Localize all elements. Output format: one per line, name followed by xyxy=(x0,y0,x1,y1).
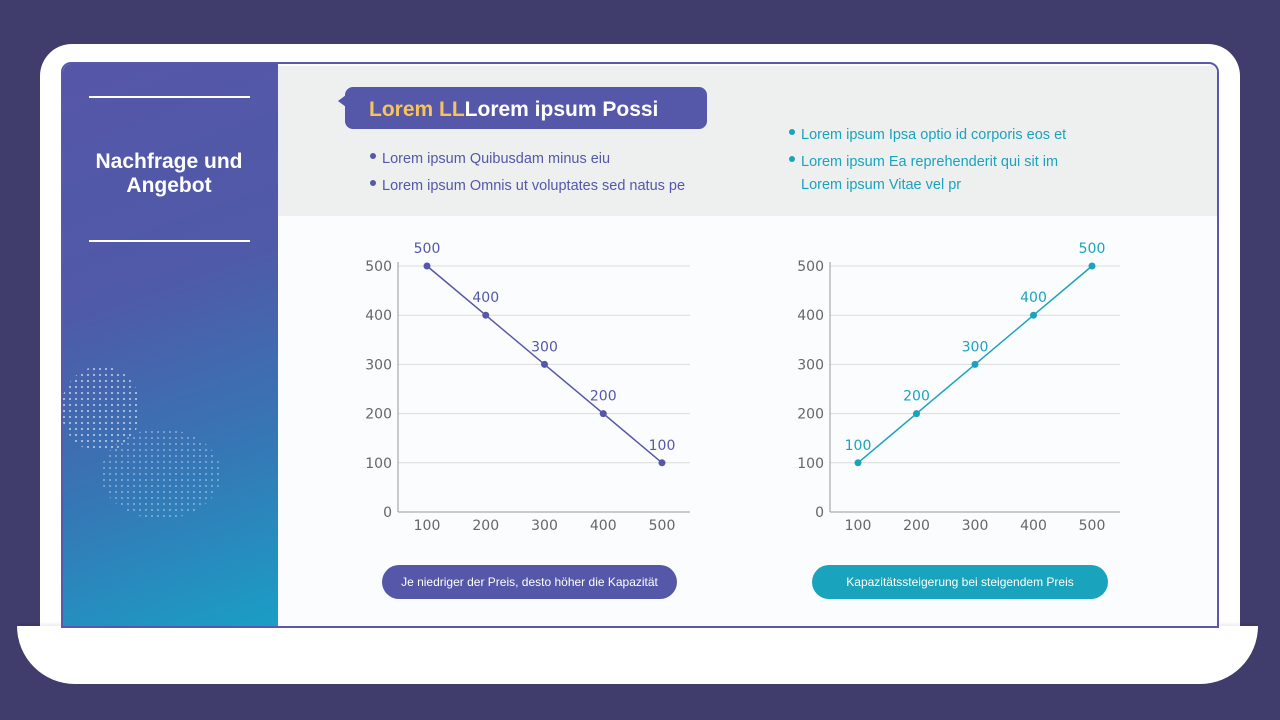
bullet-item: Lorem ipsum Ipsa optio id corporis eos e… xyxy=(789,127,1066,143)
data-point xyxy=(482,311,490,319)
data-point xyxy=(913,410,920,418)
data-point xyxy=(599,410,607,418)
y-tick-label: 300 xyxy=(797,357,824,373)
y-tick-label: 100 xyxy=(365,456,392,472)
data-point xyxy=(423,262,431,270)
data-point xyxy=(541,360,548,368)
data-point xyxy=(854,459,862,467)
data-label: 200 xyxy=(903,389,930,405)
y-tick-label: 200 xyxy=(365,407,392,423)
bullet-item: Lorem ipsum Quibusdam minus eiu xyxy=(370,151,610,167)
y-tick-label: 400 xyxy=(797,308,824,324)
data-point xyxy=(971,360,979,368)
data-label: 200 xyxy=(590,389,617,405)
y-tick-label: 500 xyxy=(797,259,824,275)
data-point xyxy=(658,459,666,467)
divider xyxy=(89,96,250,98)
caption-left-button[interactable]: Je niedriger der Preis, desto höher die … xyxy=(382,565,677,599)
caption-right-button[interactable]: Kapazitätssteigerung bei steigendem Prei… xyxy=(812,565,1108,599)
bullet-item-continued: Lorem ipsum Vitae vel pr xyxy=(801,177,962,193)
bullet-item: Lorem ipsum Ea reprehenderit qui sit im xyxy=(789,154,1058,170)
x-tick-label: 200 xyxy=(903,518,930,534)
x-tick-label: 100 xyxy=(845,518,872,534)
slide-title: Lorem LLLorem ipsum Possi xyxy=(338,87,707,129)
title-highlight: Lorem LL xyxy=(369,98,465,121)
x-tick-label: 500 xyxy=(649,518,676,534)
divider xyxy=(89,240,250,242)
dot-pattern xyxy=(63,366,141,452)
title-text: Lorem ipsum Possi xyxy=(464,98,659,121)
laptop-base xyxy=(17,626,1258,684)
sidebar-title: Nachfrage und Angebot xyxy=(95,150,243,197)
x-tick-label: 300 xyxy=(531,518,558,534)
y-tick-label: 400 xyxy=(365,308,392,324)
y-tick-label: 500 xyxy=(365,259,392,275)
sidebar: Nachfrage und Angebot xyxy=(63,64,278,626)
bullet-item: Lorem ipsum Omnis ut voluptates sed natu… xyxy=(370,178,685,194)
data-label: 100 xyxy=(649,438,676,454)
y-tick-label: 100 xyxy=(797,456,824,472)
data-point xyxy=(1088,262,1096,270)
x-tick-label: 400 xyxy=(590,518,617,534)
data-label: 400 xyxy=(472,290,499,306)
x-tick-label: 400 xyxy=(1020,518,1047,534)
data-label: 300 xyxy=(531,339,558,355)
y-tick-label: 300 xyxy=(365,357,392,373)
x-tick-label: 500 xyxy=(1079,518,1106,534)
data-label: 100 xyxy=(845,438,872,454)
y-tick-label: 0 xyxy=(383,505,392,521)
x-tick-label: 200 xyxy=(472,518,499,534)
data-label: 400 xyxy=(1020,290,1047,306)
data-label: 500 xyxy=(414,241,441,257)
slide: Nachfrage und Angebot xyxy=(61,62,1219,628)
data-label: 500 xyxy=(1079,241,1106,257)
dot-pattern xyxy=(101,429,221,519)
y-tick-label: 0 xyxy=(815,505,824,521)
x-tick-label: 100 xyxy=(414,518,441,534)
data-point xyxy=(1030,311,1037,319)
y-tick-label: 200 xyxy=(797,407,824,423)
data-label: 300 xyxy=(962,339,989,355)
x-tick-label: 300 xyxy=(962,518,989,534)
